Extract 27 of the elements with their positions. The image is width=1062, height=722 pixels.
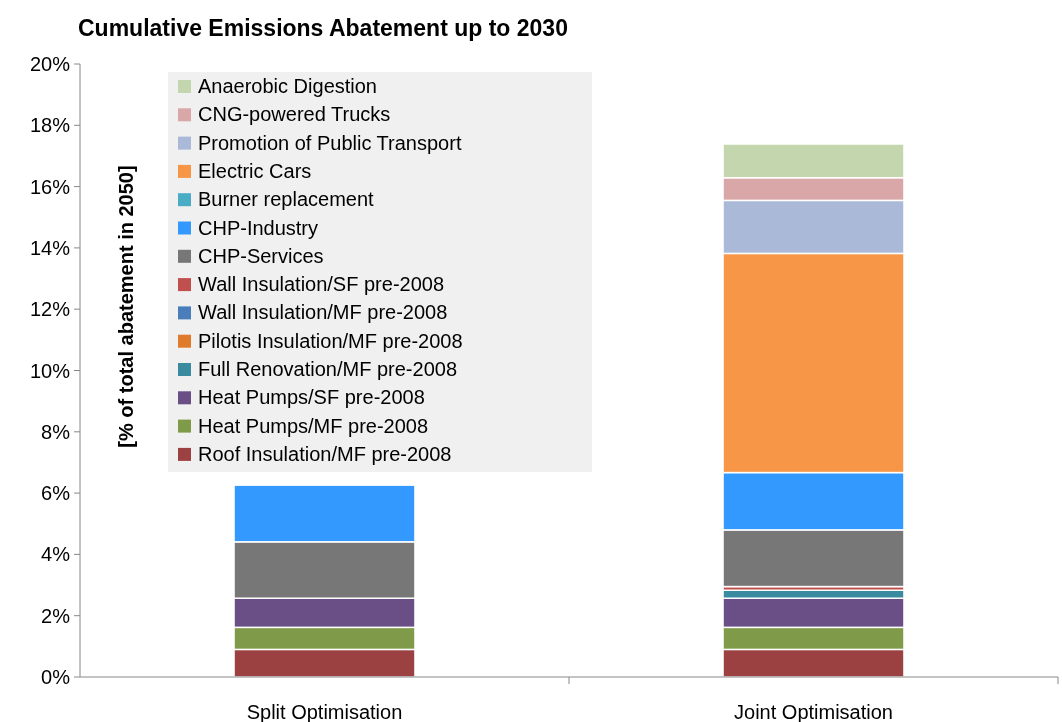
y-tick-label: 20% — [29, 53, 71, 75]
legend-label: Pilotis Insulation/MF pre-2008 — [198, 329, 463, 352]
legend-label: Roof Insulation/MF pre-2008 — [198, 442, 452, 465]
y-tick-label: 10% — [29, 359, 71, 382]
legend-label: CNG-powered Trucks — [198, 103, 391, 126]
y-tick-label: 0% — [41, 666, 71, 688]
legend-label: Heat Pumps/MF pre-2008 — [198, 414, 429, 437]
legend-label: Heat Pumps/SF pre-2008 — [198, 386, 425, 409]
legend-label: CHP-Services — [198, 244, 324, 267]
y-tick-label: 4% — [41, 543, 71, 566]
legend-label: Electric Cars — [198, 159, 312, 182]
chart-title: Cumulative Emissions Abatement up to 2030 — [78, 15, 568, 41]
y-tick-label: 14% — [29, 236, 71, 259]
legend-label: Wall Insulation/SF pre-2008 — [198, 273, 445, 296]
y-tick-label: 6% — [41, 482, 71, 505]
y-tick-label: 16% — [29, 175, 71, 198]
legend-label: Anaerobic Digestion — [198, 75, 377, 97]
legend-label: Burner replacement — [198, 188, 375, 211]
legend-label: Full Renovation/MF pre-2008 — [198, 358, 458, 380]
legend-label: Promotion of Public Transport — [198, 131, 462, 154]
legend-label: CHP-Industry — [198, 216, 319, 239]
y-tick-label: 8% — [41, 420, 71, 443]
y-tick-label: 2% — [41, 604, 71, 627]
y-tick-label: 12% — [29, 298, 71, 321]
legend-label: Wall Insulation/MF pre-2008 — [198, 301, 448, 324]
y-axis-title: [% of total abatement in 2050] — [115, 165, 137, 448]
y-tick-label: 18% — [29, 114, 71, 137]
